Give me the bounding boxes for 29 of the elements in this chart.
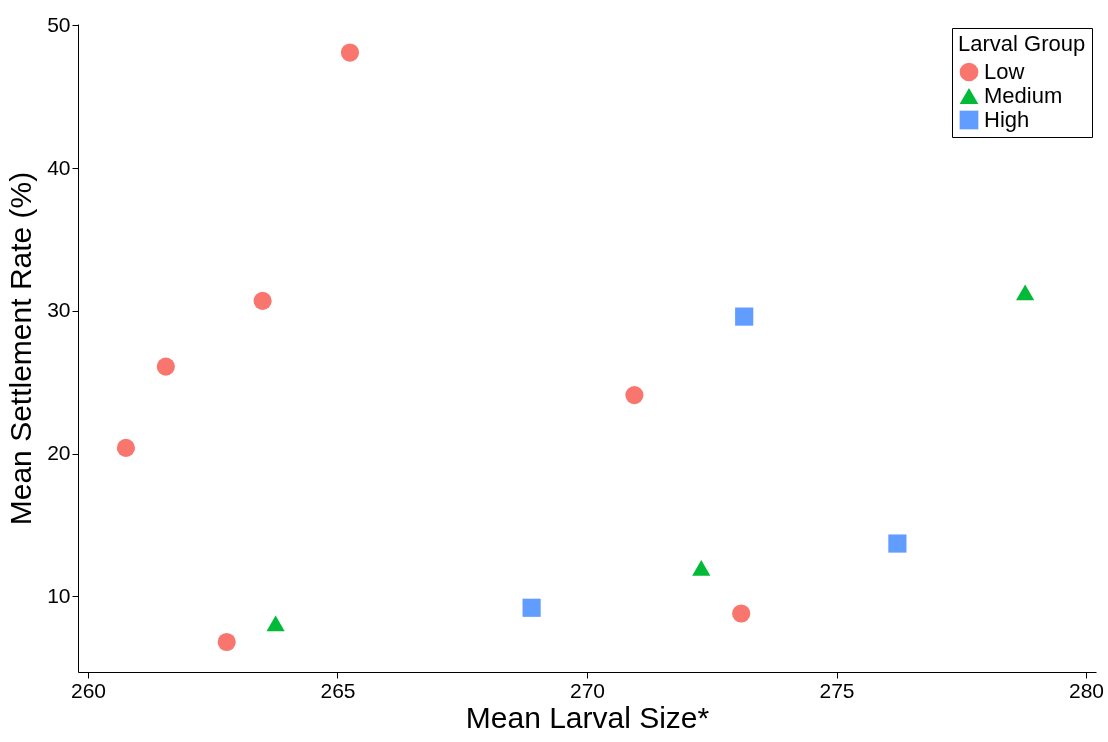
point: [156, 357, 175, 376]
point: [217, 632, 236, 652]
legend-label: Low: [984, 59, 1025, 84]
point: [625, 386, 644, 405]
legend-label: High: [984, 107, 1030, 132]
point: [340, 43, 360, 62]
y-tick-label: 40: [47, 155, 71, 179]
y-axis-title: Mean Settlement Rate (%): [4, 171, 38, 526]
legend-title: Larval Group: [958, 31, 1086, 56]
y-tick-label: 20: [47, 441, 71, 465]
point: [522, 598, 541, 617]
y-tick-label: 10: [47, 583, 71, 607]
legend-label: Medium: [984, 83, 1063, 108]
x-tick-label: 270: [569, 678, 606, 702]
point: [253, 291, 272, 310]
point: [732, 604, 751, 623]
x-tick-label: 280: [1069, 678, 1105, 702]
x-tick-label: 265: [320, 678, 356, 702]
point: [1016, 284, 1035, 301]
y-tick-label: 30: [47, 298, 71, 322]
point: [266, 615, 285, 632]
point: [692, 559, 711, 576]
point: [735, 307, 754, 326]
x-tick-label: 275: [819, 678, 855, 702]
x-tick-label: 260: [70, 678, 106, 702]
x-axis-title: Mean Larval Size*: [465, 700, 710, 734]
point: [888, 534, 907, 553]
point: [116, 438, 135, 457]
y-tick-label: 50: [47, 12, 71, 36]
